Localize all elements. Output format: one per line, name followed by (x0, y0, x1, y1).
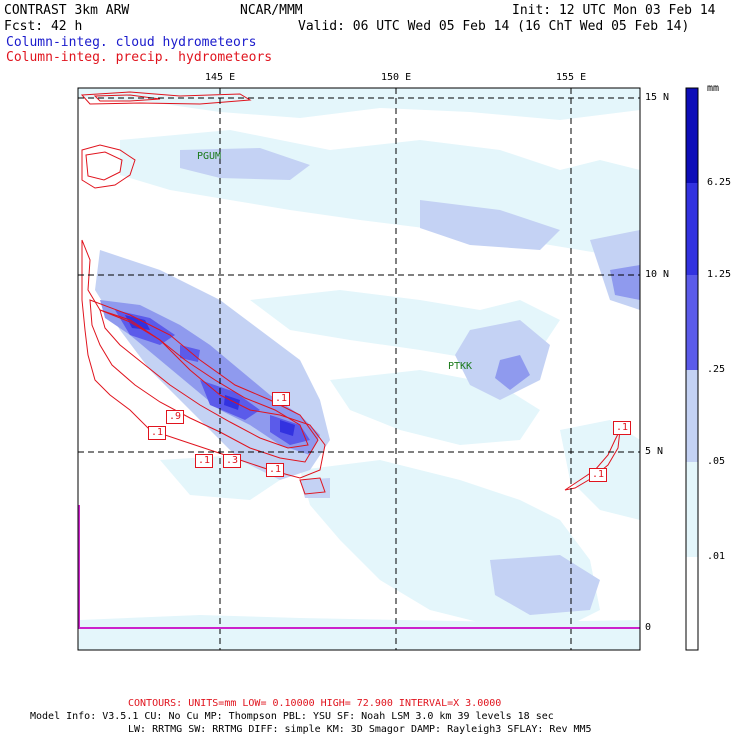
lat-label-10n: 10 N (645, 269, 670, 280)
valid-time: Valid: 06 UTC Wed 05 Feb 14 (16 ChT Wed … (298, 19, 690, 34)
lon-label-155e: 155 E (556, 72, 587, 83)
colorbar-tick: .01 (707, 551, 726, 562)
lon-label-150e: 150 E (381, 72, 412, 83)
lat-label-0: 0 (645, 622, 652, 633)
contour-label: .1 (266, 463, 285, 477)
contour-label: .1 (148, 426, 167, 440)
contour-label: .1 (589, 468, 608, 482)
forecast-hour: Fcst: 42 h (4, 19, 83, 34)
station-pgum: PGUM (197, 151, 222, 162)
lon-label-145e: 145 E (205, 72, 236, 83)
contour-label: .1 (613, 421, 632, 435)
lat-label-5n: 5 N (645, 446, 664, 457)
station-ptkk: PTKK (448, 361, 473, 372)
model-title: CONTRAST 3km ARW (4, 3, 130, 18)
contour-label: .1 (195, 454, 214, 468)
colorbar-tick: 1.25 (707, 269, 732, 280)
contour-label: .1 (272, 392, 291, 406)
field-cloud-label: Column-integ. cloud hydrometeors (6, 35, 257, 50)
contour-label: .9 (166, 410, 185, 424)
lat-lon-grid (78, 88, 640, 650)
colorbar-unit: mm (707, 83, 720, 94)
contour-info: CONTOURS: UNITS=mm LOW= 0.10000 HIGH= 72… (128, 698, 502, 709)
model-info-line2: LW: RRTMG SW: RRTMG DIFF: simple KM: 3D … (128, 724, 592, 735)
contour-label: .3 (223, 454, 242, 468)
map-frame (77, 87, 641, 651)
colorbar-tick: .05 (707, 456, 726, 467)
init-time: Init: 12 UTC Mon 03 Feb 14 (512, 3, 716, 18)
field-precip-label: Column-integ. precip. hydrometeors (6, 50, 273, 65)
colorbar-tick: 6.25 (707, 177, 732, 188)
colorbar-tick: .25 (707, 364, 726, 375)
cloud-fill-max (125, 315, 295, 436)
org-label: NCAR/MMM (240, 3, 303, 18)
lat-label-15n: 15 N (645, 92, 670, 103)
model-info-line1: Model Info: V3.5.1 CU: No Cu MP: Thompso… (30, 711, 554, 722)
colorbar (685, 87, 699, 651)
